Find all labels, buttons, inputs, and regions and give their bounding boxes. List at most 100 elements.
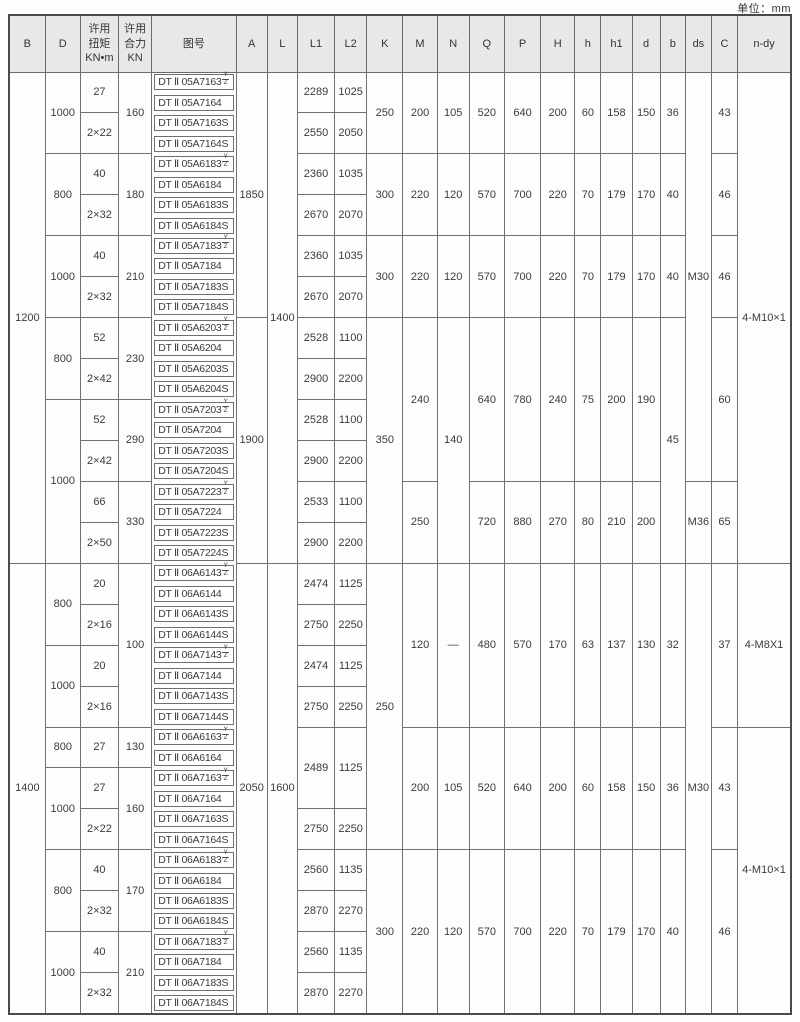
cell-C: 43 <box>710 726 739 851</box>
drawing-number-box: DT Ⅱ 05A6203S <box>154 360 234 377</box>
cell-P: 570 <box>503 562 542 728</box>
cell-d: 170 <box>631 235 661 319</box>
column-header-C: C <box>710 14 739 73</box>
cell-B: 1400 <box>8 562 46 1015</box>
drawing-number-cell: DT Ⅱ 05A7183S <box>151 276 237 298</box>
cell-P: 780 <box>503 317 542 482</box>
cell-D: 800 <box>44 562 81 646</box>
cell-ndy: 4-M10×1 <box>737 726 792 1015</box>
cell-N: 140 <box>436 317 470 564</box>
table-row: 1000 40 210 DT Ⅱ 05A7183 Y Z 2360 1035 300 220 120… <box>9 235 791 319</box>
drawing-number-box: DT Ⅱ 05A7184 <box>154 258 234 275</box>
drawing-number-cell: DT Ⅱ 06A6143 Y Z <box>151 562 237 584</box>
cell-tq: 27 <box>79 726 120 769</box>
drawing-number-box: DT Ⅱ 05A6203 Y Z <box>154 317 234 336</box>
drawing-number-box: DT Ⅱ 06A7163S <box>154 811 234 828</box>
cell-L1: 2750 <box>296 603 336 646</box>
table-row: DT Ⅱ 06A6164 <box>9 747 791 768</box>
drawing-number-box: DT Ⅱ 05A7223 Y Z <box>154 480 234 500</box>
table-row: 2×32 DT Ⅱ 06A6183S 2870 2270 <box>9 890 791 933</box>
table-row: DT Ⅱ 05A7224 <box>9 501 791 523</box>
table-row: 2×16 DT Ⅱ 06A7143S 2750 2250 <box>9 685 791 728</box>
cell-M: 220 <box>402 235 438 319</box>
drawing-number-cell: DT Ⅱ 05A6204S <box>151 379 237 400</box>
column-header-D: D <box>44 14 81 73</box>
cell-P: 700 <box>503 153 542 237</box>
column-header-b: b <box>659 14 686 73</box>
cell-tq: 2×22 <box>79 112 120 155</box>
table-row: DT Ⅱ 06A6144 <box>9 583 791 605</box>
drawing-number-cell: DT Ⅱ 06A7183S <box>151 972 237 994</box>
drawing-number-box: DT Ⅱ 05A7183 Y Z <box>154 235 234 254</box>
table-row: DT Ⅱ 05A7204S <box>9 460 791 482</box>
drawing-number-cell: DT Ⅱ 05A7203 Y Z <box>151 398 237 420</box>
drawing-number-cell: DT Ⅱ 06A7164 <box>151 788 237 809</box>
cell-tq: 2×42 <box>79 358 120 400</box>
column-header-N: N <box>436 14 470 73</box>
table-row: 1200 1000 27 160 DT Ⅱ 05A7163 Y Z 1850 1400 2289 1… <box>8 71 792 564</box>
cell-L2: 2200 <box>334 358 368 400</box>
cell-L2: 1100 <box>334 317 368 360</box>
cell-H: 200 <box>540 726 576 851</box>
drawing-number-box: DT Ⅱ 05A7224 <box>154 504 234 521</box>
drawing-number-cell: DT Ⅱ 06A6184S <box>151 911 237 932</box>
drawing-number-cell: DT Ⅱ 06A7184 <box>151 952 237 973</box>
table-row: DT Ⅱ 06A7184S <box>9 993 791 1014</box>
drawing-number-box: DT Ⅱ 06A6143S <box>154 606 234 623</box>
cell-L1: 2560 <box>296 849 336 892</box>
drawing-number-box: DT Ⅱ 05A7164 <box>154 94 234 111</box>
cell-ds: M30 <box>684 562 712 1015</box>
cell-tq: 40 <box>79 153 120 196</box>
table-row: DT Ⅱ 06A7164 <box>9 788 791 809</box>
cell-P: 700 <box>503 235 542 319</box>
drawing-number-box: DT Ⅱ 06A7163 Y Z <box>154 767 234 787</box>
table-row: DT Ⅱ 06A6184 <box>9 870 791 891</box>
cell-b: 45 <box>659 317 686 564</box>
cell-Q: 520 <box>468 726 505 851</box>
cell-L: 1400 <box>266 71 298 564</box>
table-row: 800 40 180 DT Ⅱ 05A6183 Y Z 2360 1035 300 220 120 5… <box>9 152 791 237</box>
table-row: 1000 52 290 DT Ⅱ 05A7203 Y Z 2528 1100 <box>9 398 791 564</box>
column-header-K: K <box>366 14 404 73</box>
drawing-number-box: DT Ⅱ 05A7224S <box>154 545 234 562</box>
table-row: 1400 800 20 100 DT Ⅱ 06A6143 Y Z 2050 1600 2474 11… <box>8 562 792 1015</box>
cell-M: 240 <box>402 317 438 482</box>
cell-tq: 2×32 <box>79 194 120 237</box>
cell-H: 220 <box>540 235 576 319</box>
drawing-number-box: DT Ⅱ 06A7164 <box>154 790 234 807</box>
drawing-number-cell: DT Ⅱ 06A7144 <box>151 665 237 687</box>
cell-fc: 160 <box>118 767 153 851</box>
cell-D: 800 <box>44 726 81 769</box>
cell-b: 36 <box>659 71 686 155</box>
cell-C: 43 <box>710 71 739 155</box>
cell-M: 120 <box>402 562 438 728</box>
cell-K: 250 <box>366 562 404 851</box>
cell-L2: 2070 <box>334 276 368 319</box>
cell-h: 60 <box>574 71 602 155</box>
cell-tq: 40 <box>79 235 120 278</box>
table-row: 800 40 170 DT Ⅱ 06A6183 Y Z 2560 1135 300 220 120 5… <box>9 848 791 1015</box>
cell-h1: 137 <box>600 562 633 728</box>
cell-L1: 2900 <box>296 521 336 564</box>
drawing-number-box: DT Ⅱ 06A6144 <box>154 585 234 602</box>
table-row: DT Ⅱ 06A7144 <box>9 665 791 687</box>
cell-h: 63 <box>574 562 602 728</box>
cell-H: 220 <box>540 153 576 237</box>
drawing-number-cell: DT Ⅱ 06A6183S <box>151 890 237 912</box>
cell-Q: 640 <box>468 317 505 482</box>
table-row: 2×42 DT Ⅱ 05A7203S 2900 2200 <box>9 439 791 482</box>
column-header-P: P <box>503 14 542 73</box>
drawing-number-cell: DT Ⅱ 06A7143S <box>151 686 237 707</box>
table-row: DT Ⅱ 06A7184 <box>9 952 791 973</box>
cell-h: 70 <box>574 153 602 237</box>
drawing-number-box: DT Ⅱ 05A6204 <box>154 340 234 357</box>
drawing-number-box: DT Ⅱ 05A6184S <box>154 217 234 234</box>
drawing-number-cell: DT Ⅱ 06A7163S <box>151 808 237 830</box>
drawing-number-box: DT Ⅱ 06A6184 <box>154 872 234 889</box>
cell-tq: 2×32 <box>79 276 120 319</box>
drawing-number-box: DT Ⅱ 06A7144 <box>154 667 234 684</box>
